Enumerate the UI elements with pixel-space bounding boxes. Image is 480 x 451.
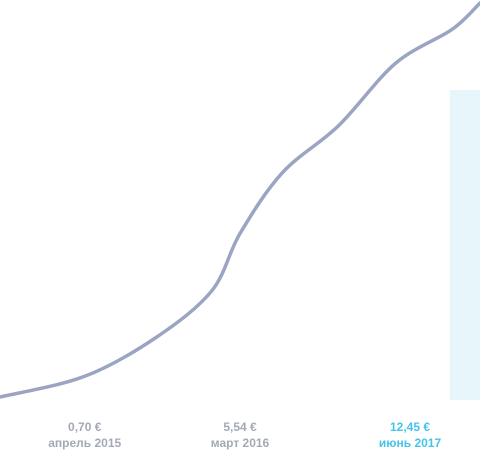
point-label-march-2016: 5,54 € март 2016: [170, 419, 310, 451]
point-label-april-2015: 0,70 € апрель 2015: [15, 419, 155, 451]
point-date: апрель 2015: [48, 436, 122, 450]
point-date: март 2016: [210, 436, 270, 450]
point-value: 5,54 €: [223, 420, 257, 434]
point-date: июнь 2017: [378, 436, 442, 450]
point-value: 12,45 €: [389, 420, 431, 434]
price-line: [0, 1, 480, 399]
point-value: 0,70 €: [68, 420, 102, 434]
point-label-june-2017: 12,45 € июнь 2017: [340, 419, 480, 451]
highlight-region: [449, 90, 480, 400]
